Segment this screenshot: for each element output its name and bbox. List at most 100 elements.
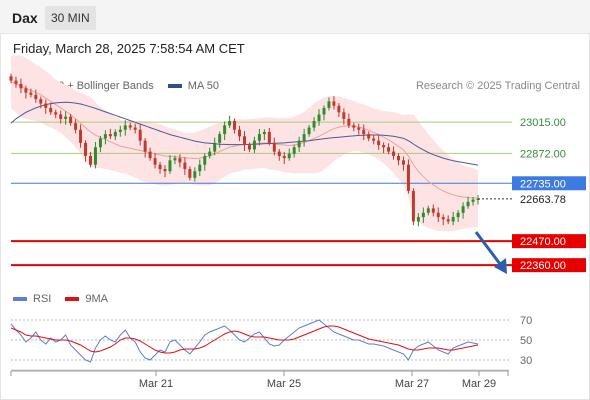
rsi-ma-line xyxy=(10,325,479,354)
legend-label-ma50: MA 50 xyxy=(187,80,219,92)
candle-body xyxy=(44,103,48,108)
candle-body xyxy=(74,123,78,130)
candle-body xyxy=(163,169,167,172)
candle-body xyxy=(392,151,396,156)
candle-body xyxy=(327,101,331,108)
rsi-tick-label: 50 xyxy=(520,335,532,347)
candle-body xyxy=(426,208,430,213)
candle-body xyxy=(49,107,53,113)
candle-body xyxy=(98,138,102,148)
candle-body xyxy=(113,131,117,137)
candle-body xyxy=(416,217,420,222)
candle-body xyxy=(168,160,172,172)
candle-body xyxy=(387,147,391,152)
candle-body xyxy=(108,134,112,137)
candle-body xyxy=(317,114,321,122)
candle-body xyxy=(471,199,475,202)
candle-body xyxy=(272,142,276,152)
level-badge-2 xyxy=(512,176,586,191)
candle-body xyxy=(178,158,182,163)
candle-body xyxy=(183,162,187,170)
candle-body xyxy=(9,76,13,81)
candle-body xyxy=(411,190,415,222)
level-label-0: 23015.00 xyxy=(520,117,566,129)
legend-label-rsi: RSI xyxy=(33,293,52,305)
candle-body xyxy=(29,92,33,95)
candle-body xyxy=(223,125,227,135)
candle-body xyxy=(158,164,162,170)
candle-body xyxy=(406,164,410,191)
candle-body xyxy=(103,134,107,139)
candle-body xyxy=(287,153,291,159)
x-tick-label: Mar 21 xyxy=(139,378,173,390)
level-badge-3 xyxy=(512,234,586,249)
candle-body xyxy=(307,127,311,135)
candle-body xyxy=(357,127,361,130)
candle-body xyxy=(79,129,83,143)
legend-item-ma50: MA 50 xyxy=(167,80,219,92)
candle-body xyxy=(252,140,256,150)
candle-body xyxy=(39,99,43,104)
candle-body xyxy=(277,151,281,156)
candle-body xyxy=(297,140,301,148)
candle-body xyxy=(238,129,242,137)
level-label-3: 22470.00 xyxy=(520,236,566,248)
legend-swatch-9ma xyxy=(65,297,80,301)
candle-body xyxy=(143,140,147,152)
candle-body xyxy=(302,134,306,141)
candle-body xyxy=(456,212,460,218)
candle-body xyxy=(451,217,455,222)
current-price-label: 22663.78 xyxy=(520,194,566,206)
candle-body xyxy=(88,155,92,165)
legend-item-9ma: 9MA xyxy=(65,293,108,305)
candle-body xyxy=(84,142,88,156)
candle-body xyxy=(218,134,222,143)
rsi-tick-label: 30 xyxy=(520,355,532,367)
candle-body xyxy=(118,129,122,132)
forecast-arrow-head xyxy=(494,258,507,274)
x-tick-label: Mar 27 xyxy=(395,378,429,390)
level-label-4: 22360.00 xyxy=(520,260,566,272)
candle-body xyxy=(257,134,261,141)
research-credit: Research © 2025 Trading Central xyxy=(415,80,580,92)
current-price-badge xyxy=(512,191,586,206)
rsi-tick-label: 70 xyxy=(520,315,532,327)
candle-body xyxy=(377,140,381,146)
candle-body xyxy=(312,121,316,128)
candle-body xyxy=(347,118,351,126)
level-label-1: 22872.00 xyxy=(520,148,566,160)
candle-body xyxy=(243,136,246,146)
candle-body xyxy=(441,217,445,220)
candle-body xyxy=(397,155,401,161)
timeframe-button[interactable]: 30 MIN xyxy=(45,6,96,30)
candle-body xyxy=(19,83,23,89)
candle-body xyxy=(446,219,450,222)
candle-body xyxy=(282,155,286,159)
level-label-2: 22735.00 xyxy=(520,178,566,190)
candle-body xyxy=(138,129,142,141)
legend-item-rsi: RSI xyxy=(13,293,51,305)
level-badge-4 xyxy=(512,258,586,273)
candle-body xyxy=(267,131,271,143)
candle-body xyxy=(337,105,341,113)
symbol-label: Dax xyxy=(12,10,38,26)
candle-body xyxy=(233,121,237,130)
legend-label-9ma: 9MA xyxy=(85,293,108,305)
candle-body xyxy=(153,158,157,165)
candle-body xyxy=(332,101,336,106)
candle-body xyxy=(208,151,212,156)
candle-body xyxy=(382,145,386,148)
candle-body xyxy=(14,80,18,84)
candle-body xyxy=(173,158,177,161)
candle-body xyxy=(436,212,440,218)
top-toolbar: Dax 30 MIN xyxy=(0,0,590,34)
chart-datetime: Friday, March 28, 2025 7:58:54 AM CET xyxy=(13,41,245,56)
rsi-legend: RSI 9MA xyxy=(13,293,122,305)
candle-body xyxy=(367,134,371,139)
candle-body xyxy=(93,147,97,165)
candle-body xyxy=(123,125,127,130)
candle-body xyxy=(24,88,28,93)
candle-body xyxy=(421,212,425,218)
candle-body xyxy=(461,206,465,213)
